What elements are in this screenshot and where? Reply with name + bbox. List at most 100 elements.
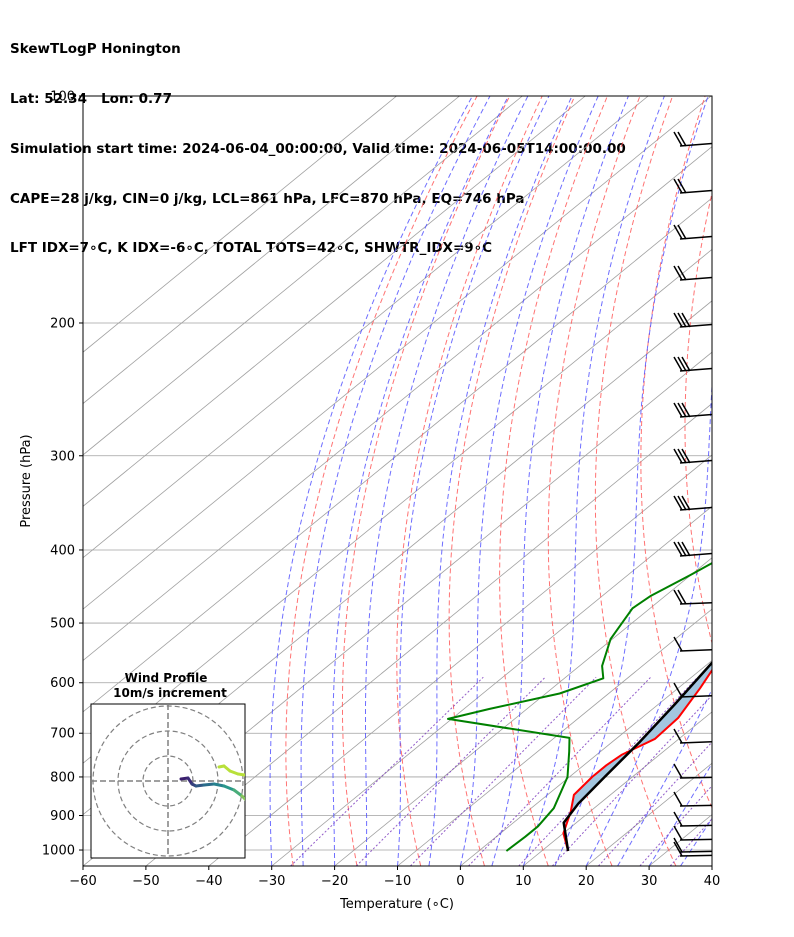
wind-barb-staff xyxy=(679,804,713,807)
wind-barb-staff xyxy=(679,776,713,779)
y-tick-label: 900 xyxy=(50,809,75,824)
hodograph-segment xyxy=(240,794,245,802)
x-tick-label: 0 xyxy=(456,874,464,889)
mixing-ratio-line xyxy=(598,741,712,866)
wind-barb-flag xyxy=(673,791,683,807)
moist-adiabat xyxy=(332,96,509,866)
dry-adiabat xyxy=(341,96,511,866)
x-tick-label: −40 xyxy=(195,874,222,889)
wind-barb-flag xyxy=(673,178,683,194)
mixing-ratio-line xyxy=(355,676,546,866)
x-axis-ticks: −60 −50 −40 −30 −20 −10 0 10 20 30 40 xyxy=(69,866,720,889)
wind-barb-flag xyxy=(673,402,683,418)
y-tick-label: 200 xyxy=(50,316,75,331)
x-tick-label: 30 xyxy=(641,874,658,889)
dry-adiabat xyxy=(684,190,712,645)
wind-barb-flag xyxy=(681,312,691,328)
dry-adiabat xyxy=(396,96,543,866)
wind-barb-flag xyxy=(673,356,683,372)
wind-barb-flag xyxy=(673,448,683,464)
isotherm-line xyxy=(397,608,712,866)
moist-adiabat xyxy=(365,96,529,866)
hodograph-segment xyxy=(202,782,216,787)
wind-barb-flag xyxy=(677,541,687,557)
dry-adiabat xyxy=(547,96,641,866)
wind-barb-flag xyxy=(673,495,683,511)
wind-barb-flag xyxy=(681,541,691,557)
x-tick-label: −50 xyxy=(132,874,159,889)
wind-barb-flag xyxy=(677,265,687,281)
x-tick-label: 40 xyxy=(704,874,721,889)
wind-barb-flag xyxy=(673,131,683,147)
dry-adiabat xyxy=(728,96,794,866)
location-line: Lat: 52.34 Lon: 0.77 xyxy=(10,90,172,107)
wind-barb-flag xyxy=(673,224,683,240)
isotherm-line xyxy=(83,96,649,559)
y-tick-label: 1000 xyxy=(42,844,75,859)
wind-barb-flag xyxy=(673,728,683,744)
x-tick-label: −10 xyxy=(384,874,411,889)
x-tick-label: −30 xyxy=(258,874,285,889)
moist-adiabat xyxy=(585,379,712,866)
isotherm-line xyxy=(523,711,712,866)
mixing-ratio-line xyxy=(669,818,712,866)
mixing-ratio-line xyxy=(468,676,652,866)
wind-barb-flag xyxy=(673,636,683,652)
y-tick-label: 500 xyxy=(50,617,75,632)
mixing-ratio-lines xyxy=(290,676,712,866)
y-axis-ticks: 100 200 300 400 500 600 700 800 900 1000 xyxy=(42,90,83,859)
moist-adiabats xyxy=(269,96,712,866)
x-axis-title: Temperature (∘C) xyxy=(339,897,454,912)
x-tick-label: 20 xyxy=(578,874,595,889)
inset-subtitle: 10m/s increment xyxy=(113,686,227,700)
wind-barb-flag xyxy=(673,841,683,857)
moist-adiabat xyxy=(459,96,599,866)
wind-barb-flag xyxy=(677,402,687,418)
wind-barb-flag xyxy=(677,178,687,194)
cape-line: CAPE=28 j/kg, CIN=0 j/kg, LCL=861 hPa, L… xyxy=(10,190,525,207)
wind-barb-flag xyxy=(673,682,683,698)
dry-adiabat xyxy=(285,96,478,866)
moist-adiabat xyxy=(428,96,573,866)
wind-barb-flag xyxy=(677,224,687,240)
isotherm-line xyxy=(83,96,712,610)
moist-adiabat xyxy=(648,762,712,866)
y-tick-label: 400 xyxy=(50,543,75,558)
inset-rings xyxy=(91,704,245,858)
mixing-ratio-line xyxy=(639,785,712,866)
hodograph-segment xyxy=(232,788,244,798)
hodograph-segment xyxy=(222,784,236,792)
isotherm-line xyxy=(83,146,712,661)
isotherm-line xyxy=(460,659,712,866)
chart-title: SkewTLogP Honington xyxy=(10,41,181,58)
wind-barb-staff xyxy=(679,648,713,652)
wind-barbs xyxy=(673,131,713,857)
moist-adiabat xyxy=(711,865,712,866)
moist-adiabat xyxy=(300,96,491,866)
wind-barb-flag xyxy=(673,541,683,557)
mixing-ratio-line xyxy=(551,694,712,866)
wind-barb-flag xyxy=(673,312,683,328)
moist-adiabat xyxy=(617,688,712,866)
dry-adiabat xyxy=(594,96,677,866)
isotherm-line xyxy=(711,865,712,866)
y-tick-label: 800 xyxy=(50,770,75,785)
parcel-line xyxy=(562,660,712,852)
isotherm-line xyxy=(83,197,712,713)
temperature-line xyxy=(562,668,712,852)
dry-adiabat xyxy=(448,96,576,866)
index-line: LFT IDX=7∘C, K IDX=-6∘C, TOTAL TOTS=42∘C… xyxy=(10,240,493,257)
hodograph-segment xyxy=(236,772,245,777)
y-tick-label: 300 xyxy=(50,449,75,464)
isotherm-line xyxy=(648,814,712,866)
wind-barb-staff xyxy=(679,740,713,744)
isotherm-line xyxy=(83,96,460,405)
wind-barb-staff xyxy=(679,824,713,827)
wind-barb-flag xyxy=(677,589,687,605)
dry-adiabats xyxy=(285,96,794,866)
wind-barb-staff xyxy=(679,854,713,857)
moist-adiabat xyxy=(491,96,629,866)
wind-barb-flag xyxy=(673,589,683,605)
isotherm-line xyxy=(271,505,712,866)
x-tick-label: 10 xyxy=(515,874,532,889)
